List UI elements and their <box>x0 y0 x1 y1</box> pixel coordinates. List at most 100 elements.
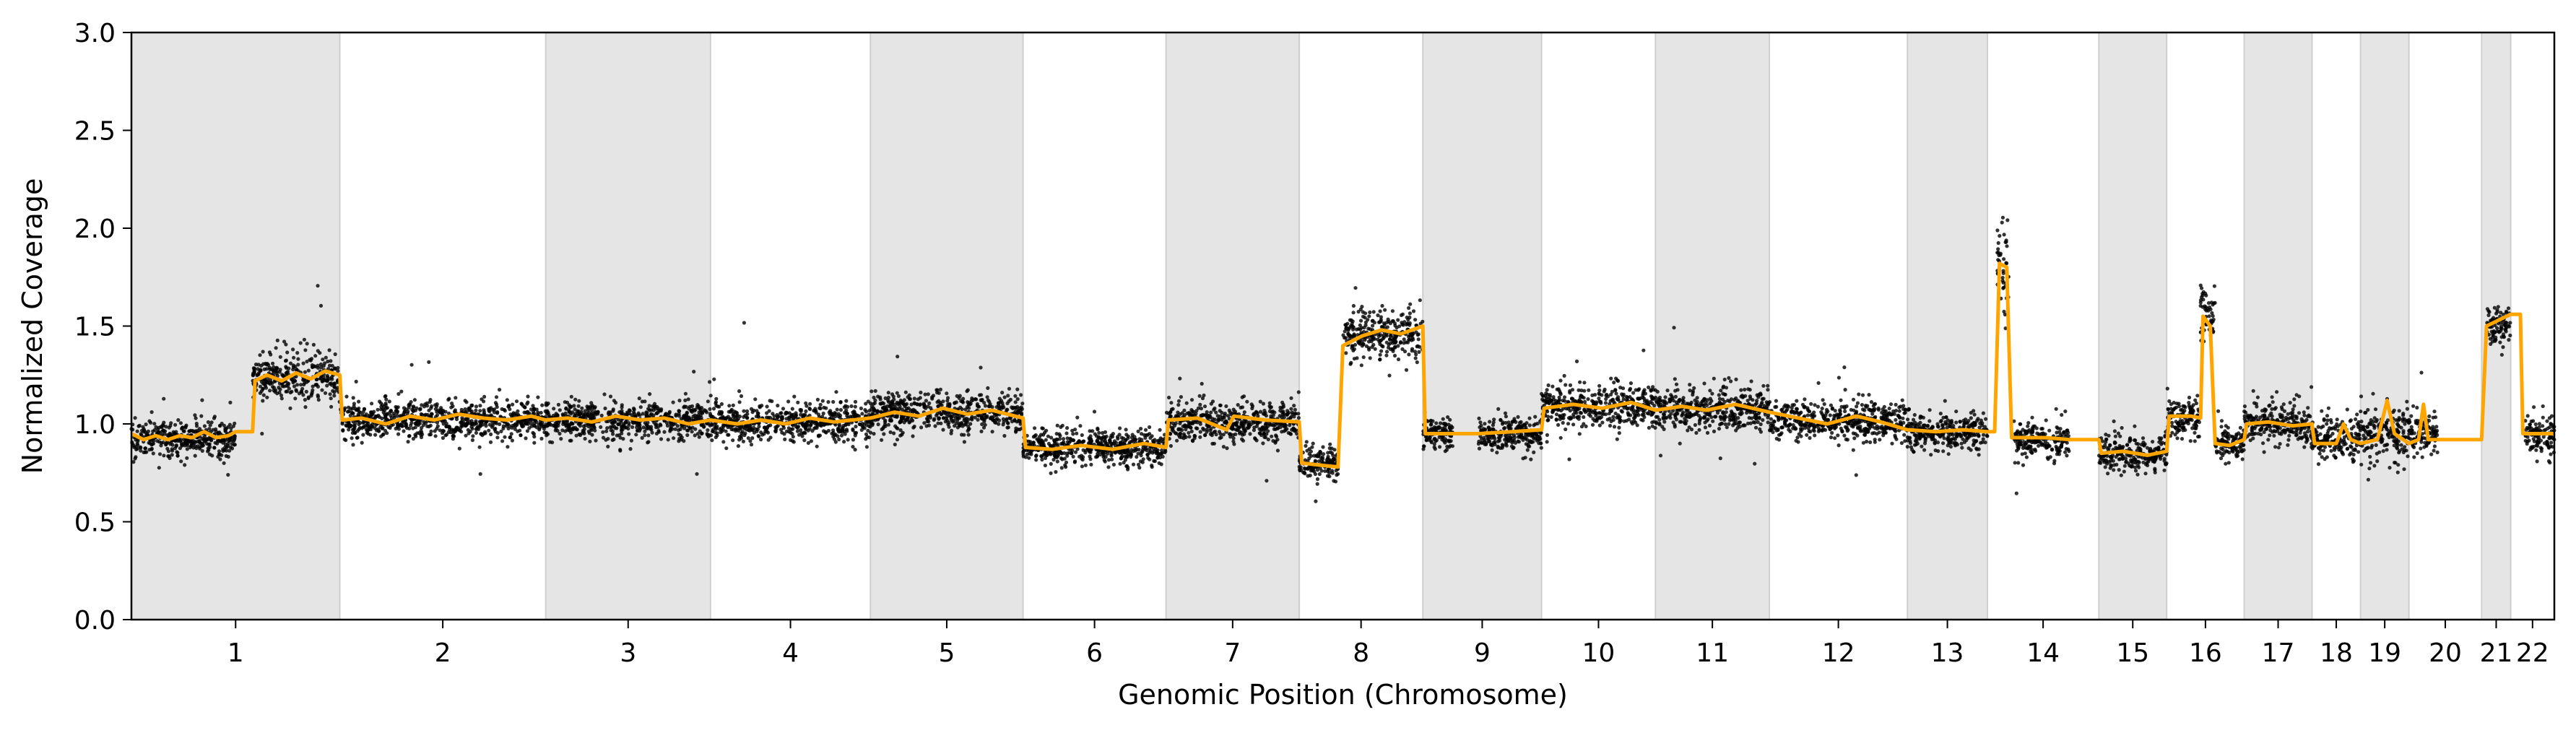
coverage-point <box>1499 418 1503 422</box>
coverage-point <box>1383 308 1387 312</box>
coverage-point <box>1478 420 1483 425</box>
coverage-point <box>846 404 850 409</box>
coverage-point <box>1039 433 1044 437</box>
coverage-point <box>463 399 467 403</box>
coverage-point <box>531 430 535 435</box>
coverage-point <box>1440 438 1444 442</box>
coverage-point <box>1203 413 1207 417</box>
coverage-point <box>427 360 431 364</box>
coverage-point <box>630 413 634 417</box>
coverage-point <box>926 404 930 409</box>
coverage-point <box>979 416 984 420</box>
coverage-point <box>867 435 871 440</box>
coverage-point <box>230 446 235 451</box>
coverage-point <box>1054 432 1059 436</box>
coverage-point <box>737 415 742 419</box>
coverage-point <box>157 452 162 456</box>
coverage-point <box>1241 438 1246 443</box>
coverage-point <box>932 417 937 421</box>
coverage-point <box>144 422 148 427</box>
coverage-point <box>291 368 295 372</box>
coverage-point <box>1396 318 1400 322</box>
coverage-point <box>826 400 831 404</box>
coverage-point <box>376 413 381 418</box>
coverage-point <box>1106 458 1111 462</box>
coverage-point <box>1224 404 1228 409</box>
coverage-point <box>1304 440 1309 444</box>
coverage-point <box>278 387 282 391</box>
coverage-point <box>1306 467 1310 471</box>
coverage-point <box>185 447 189 451</box>
coverage-point <box>1195 426 1200 431</box>
coverage-point <box>1298 468 1302 473</box>
coverage-point <box>1057 437 1062 441</box>
coverage-point <box>441 428 445 433</box>
coverage-point <box>1132 435 1137 439</box>
coverage-point <box>1225 446 1229 451</box>
coverage-point <box>868 430 873 435</box>
coverage-point <box>151 441 155 446</box>
coverage-point <box>183 463 187 467</box>
coverage-point <box>1046 434 1050 438</box>
coverage-point <box>980 422 984 427</box>
coverage-point <box>420 425 424 430</box>
coverage-point <box>712 377 716 381</box>
coverage-point <box>1198 430 1202 434</box>
coverage-point <box>1270 434 1274 438</box>
coverage-point <box>795 425 799 429</box>
coverage-point <box>532 435 537 439</box>
coverage-point <box>1330 461 1335 465</box>
coverage-point <box>957 421 961 426</box>
coverage-point <box>1416 332 1421 337</box>
coverage-point <box>1069 438 1073 443</box>
coverage-point <box>976 404 981 409</box>
coverage-point <box>271 385 275 389</box>
coverage-point <box>350 436 354 441</box>
coverage-point <box>364 412 368 417</box>
coverage-point <box>478 404 482 408</box>
coverage-point <box>1209 410 1213 415</box>
coverage-point <box>756 414 760 418</box>
coverage-point <box>1088 438 1093 442</box>
coverage-point <box>818 402 823 407</box>
coverage-point <box>594 438 598 443</box>
coverage-point <box>508 435 513 439</box>
coverage-point <box>278 368 282 372</box>
coverage-point <box>882 432 886 436</box>
coverage-point <box>217 449 222 454</box>
coverage-point <box>362 425 366 429</box>
coverage-point <box>389 409 394 413</box>
coverage-point <box>216 431 220 435</box>
coverage-point <box>1445 444 1449 448</box>
coverage-point <box>792 394 797 399</box>
coverage-point <box>1262 435 1267 439</box>
coverage-point <box>820 415 825 419</box>
coverage-point <box>558 408 562 412</box>
coverage-point <box>1392 353 1397 358</box>
coverage-point <box>700 411 705 415</box>
coverage-point <box>488 440 493 444</box>
coverage-point <box>264 367 269 371</box>
coverage-point <box>1131 439 1135 443</box>
coverage-point <box>805 404 809 408</box>
coverage-point <box>879 402 883 406</box>
coverage-point <box>147 419 152 423</box>
coverage-point <box>178 446 182 451</box>
coverage-point <box>773 429 778 433</box>
coverage-point <box>474 408 478 413</box>
coverage-point <box>498 422 502 427</box>
coverage-point <box>1006 425 1010 430</box>
coverage-point <box>599 413 604 418</box>
coverage-point <box>810 429 815 433</box>
coverage-point <box>882 405 886 409</box>
coverage-point <box>658 422 662 427</box>
coverage-point <box>1386 345 1391 350</box>
coverage-point <box>1322 452 1326 456</box>
coverage-point <box>1055 423 1059 428</box>
coverage-point <box>536 412 540 417</box>
coverage-point <box>873 389 877 394</box>
coverage-point <box>952 418 956 423</box>
coverage-point <box>1059 451 1064 456</box>
coverage-point <box>731 438 735 443</box>
coverage-point <box>776 404 780 408</box>
